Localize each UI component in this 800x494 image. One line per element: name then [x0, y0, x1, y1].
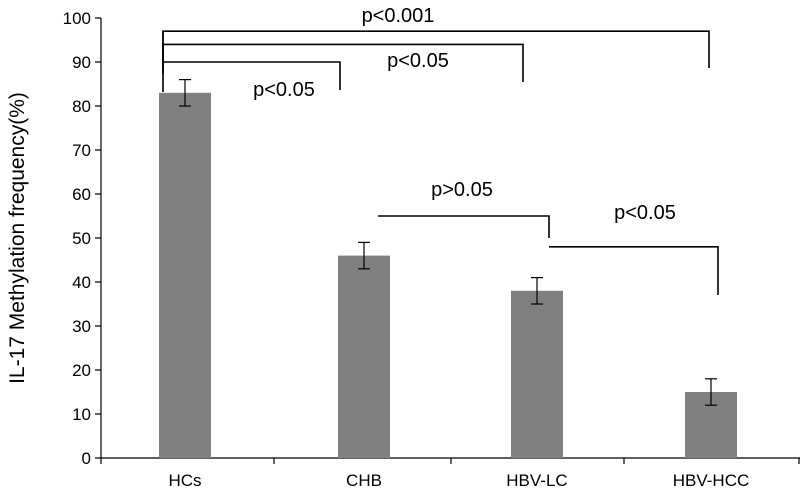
- bar-chb: [338, 255, 390, 458]
- bar-hcs: [159, 92, 211, 459]
- y-tick-label: 30: [72, 317, 91, 336]
- bracket-hcs-chb: [162, 61, 341, 92]
- bracket-hbv-lc-hbv-hcc: [549, 246, 719, 295]
- y-tick-label: 0: [82, 449, 91, 468]
- x-category-label: HBV-HCC: [673, 471, 750, 490]
- p-value-label: p<0.05: [387, 50, 449, 72]
- p-value-label: p<0.001: [362, 5, 435, 27]
- y-tick-label: 60: [72, 185, 91, 204]
- bracket-chb-hbv-lc: [378, 215, 550, 238]
- bracket-hcs-hbv-lc: [162, 43, 524, 82]
- x-category-label: HBV-LC: [506, 471, 567, 490]
- x-category-label: HCs: [168, 471, 201, 490]
- y-tick-label: 40: [72, 273, 91, 292]
- y-tick-label: 50: [72, 229, 91, 248]
- y-tick-label: 70: [72, 141, 91, 160]
- y-tick-label: 10: [72, 405, 91, 424]
- significance-brackets: [162, 30, 719, 295]
- p-value-label: p<0.05: [614, 202, 676, 224]
- y-axis-label: IL-17 Methylation frequency(%): [6, 92, 29, 384]
- axes: [95, 17, 800, 464]
- x-category-label: CHB: [346, 471, 382, 490]
- labels: 0 10 20 30 40 50 60 70 80 90 100 HCs CHB HBV-LC HBV-HC…: [63, 5, 750, 490]
- p-value-label: p>0.05: [431, 179, 493, 201]
- y-tick-label: 20: [72, 361, 91, 380]
- y-tick-label: 90: [72, 53, 91, 72]
- p-value-label: p<0.05: [253, 79, 315, 101]
- error-bars: [179, 78, 717, 406]
- y-tick-label: 80: [72, 97, 91, 116]
- y-tick-label: 100: [63, 9, 91, 28]
- bar-hbv-lc: [511, 290, 563, 458]
- bars: [159, 92, 737, 459]
